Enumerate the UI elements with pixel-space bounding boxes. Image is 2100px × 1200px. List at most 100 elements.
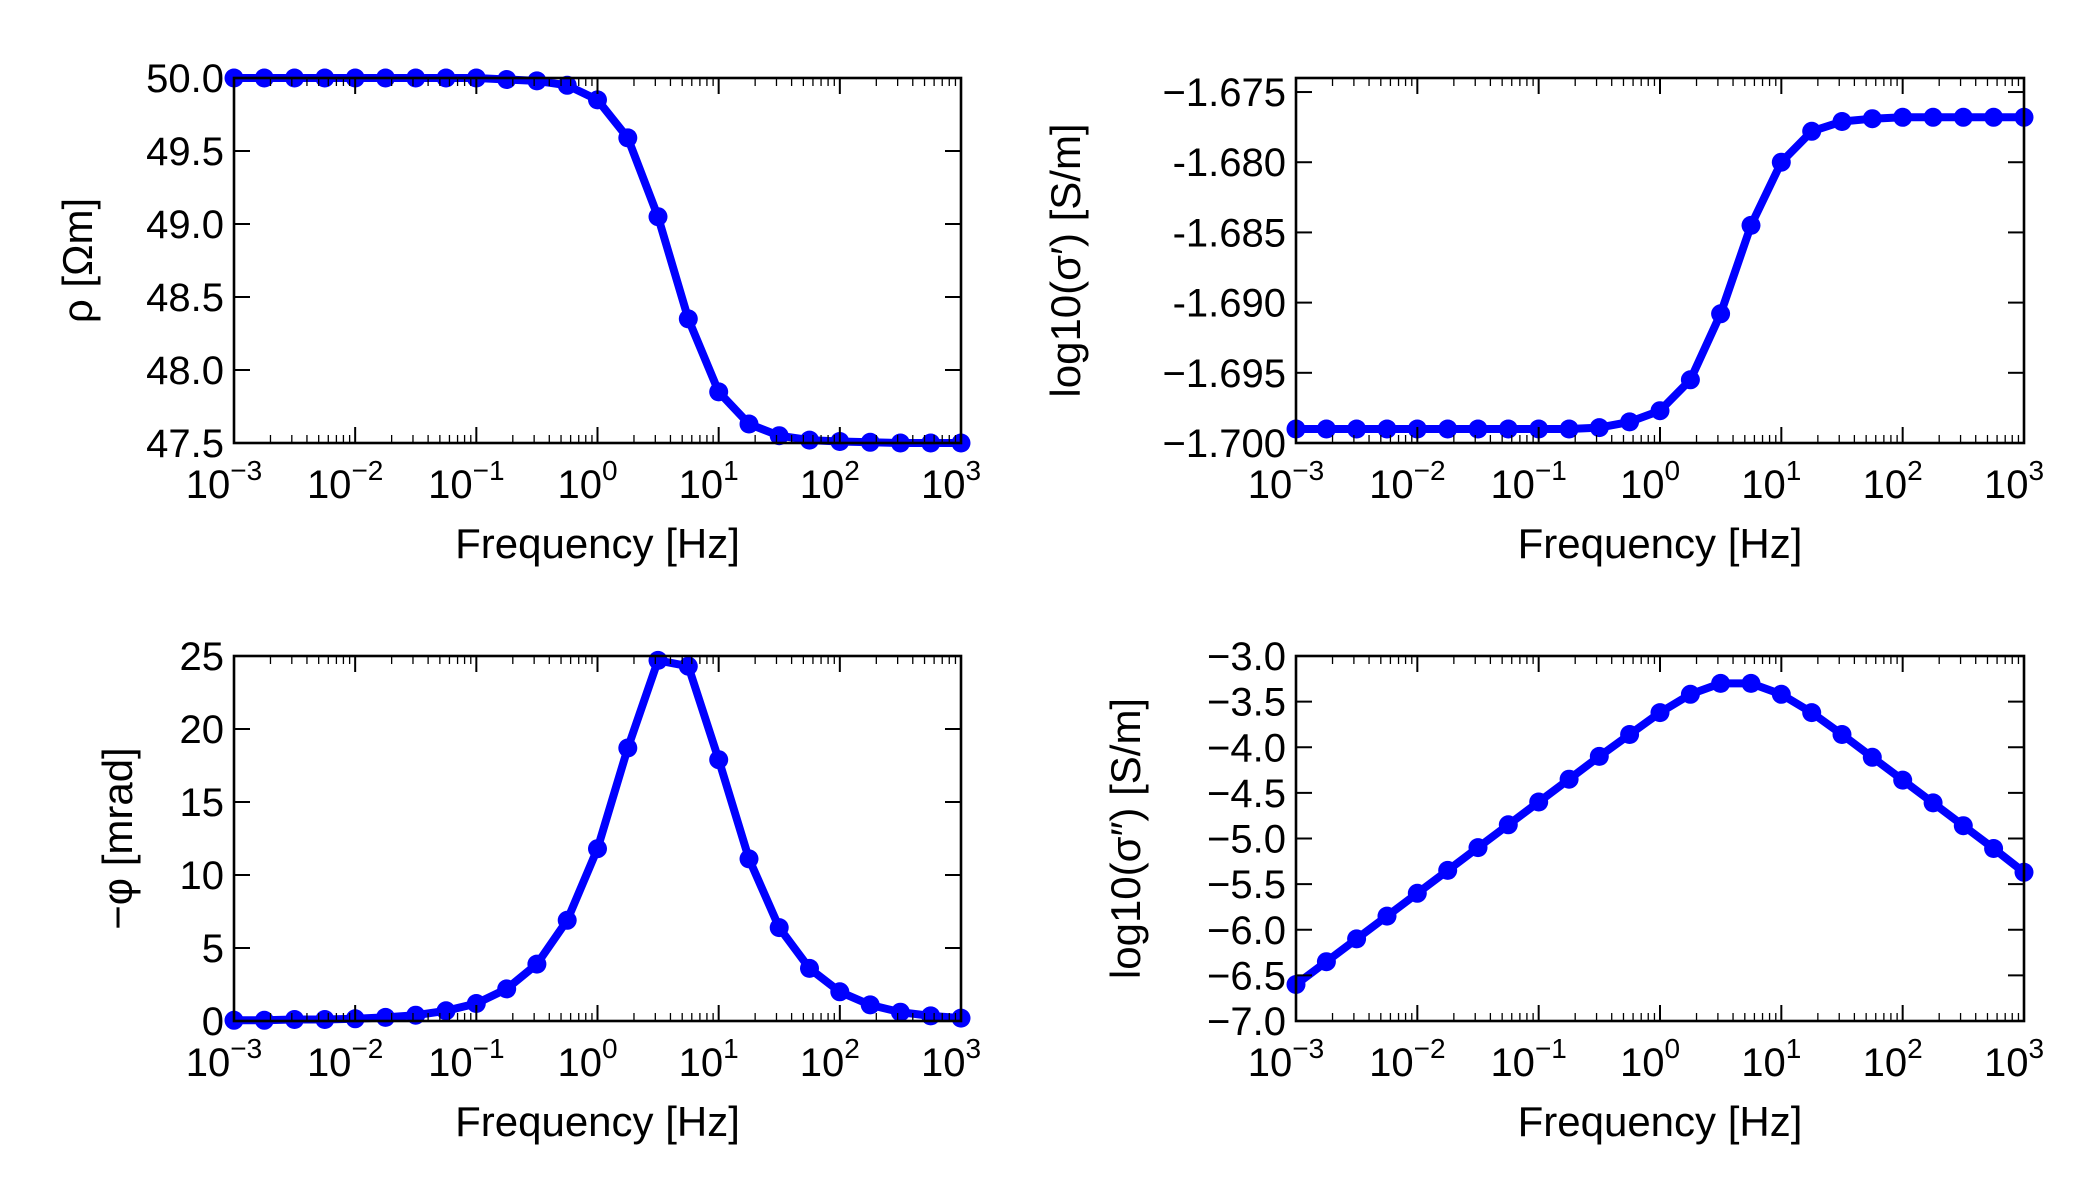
data-point (315, 1010, 335, 1029)
x-tick-label: 101 (679, 455, 739, 507)
x-tick-label: 102 (800, 455, 860, 507)
y-tick-label: 49.0 (146, 203, 224, 247)
x-tick-label: 101 (1741, 455, 1801, 507)
data-point (1771, 684, 1791, 704)
y-tick-label: 48.0 (146, 349, 224, 393)
data-point (1680, 370, 1700, 390)
data-point (1984, 839, 2004, 858)
x-tick-label: 101 (1741, 1033, 1801, 1085)
data-point (588, 90, 607, 110)
data-point (1438, 860, 1458, 880)
data-point (527, 71, 547, 91)
data-point (1559, 419, 1579, 439)
data-point (678, 309, 698, 329)
data-point (1438, 419, 1458, 439)
data-point (557, 910, 577, 930)
x-tick-label: 10−1 (428, 1033, 504, 1085)
y-tick-label: 49.5 (146, 130, 224, 174)
x-tick-label: 10−2 (1369, 1033, 1445, 1085)
data-point (890, 1002, 910, 1022)
data-point (527, 954, 547, 974)
x-axis-label: Frequency [Hz] (1518, 1098, 1803, 1145)
y-tick-label: 5 (202, 927, 224, 971)
y-tick-label: −7.0 (1207, 1000, 1286, 1044)
data-point (1862, 747, 1882, 767)
data-point (860, 995, 880, 1015)
data-point (800, 430, 819, 450)
y-tick-label: −3.5 (1207, 681, 1286, 725)
x-tick-label: 10−2 (307, 1033, 383, 1085)
data-point (1741, 673, 1761, 693)
data-point (1893, 107, 1913, 127)
data-point (1923, 793, 1943, 813)
data-point (1468, 419, 1488, 439)
x-tick-label: 100 (1620, 455, 1680, 507)
x-tick-label: 102 (1863, 1033, 1923, 1085)
data-point (1407, 883, 1427, 903)
data-point (1377, 419, 1397, 439)
x-tick-label: 10−1 (1490, 455, 1566, 507)
x-tick-label: 10−1 (1490, 1033, 1566, 1085)
series-line (230, 74, 965, 447)
y-tick-label: -1.680 (1173, 141, 1286, 185)
y-tick-label: 48.5 (146, 276, 224, 320)
y-tick-label: -1.685 (1173, 211, 1286, 255)
y-axis-label: ρ [Ωm] (54, 198, 101, 323)
data-point (1316, 952, 1336, 972)
data-point (1711, 304, 1731, 324)
data-point (497, 70, 517, 89)
series-line (1292, 113, 2028, 433)
data-point (1741, 215, 1761, 235)
chart-panel-3: 10−3 10−2 10−1 100 101 102 103 0 5 10 15 20 25 Freque… (94, 635, 981, 1145)
data-point (1923, 107, 1943, 127)
y-tick-label: 0 (202, 1000, 224, 1044)
data-point (1711, 673, 1731, 693)
data-point (648, 650, 668, 670)
x-tick-label: 10−1 (428, 455, 504, 507)
data-point (1984, 107, 2004, 127)
data-point (1771, 152, 1791, 172)
data-point (678, 656, 698, 676)
y-tick-label: 25 (180, 635, 225, 679)
data-point (1893, 770, 1913, 790)
data-point (1498, 419, 1518, 439)
data-point (1377, 906, 1397, 926)
x-tick-label: 10−3 (186, 1033, 262, 1085)
data-point (1802, 703, 1822, 723)
x-tick-label: 103 (921, 1033, 981, 1085)
data-point (618, 128, 638, 148)
x-tick-label: 101 (679, 1033, 739, 1085)
data-point (436, 1001, 456, 1021)
chart-panel-2: 10−3 10−2 10−1 100 101 102 103−1.700−1.695-1.6… (1042, 71, 2044, 567)
y-tick-label: 47.5 (146, 422, 224, 466)
y-tick-label: −3.0 (1207, 635, 1286, 679)
data-point (1347, 929, 1367, 949)
data-point (1589, 746, 1609, 766)
data-point (1953, 107, 1973, 127)
x-tick-label: 103 (1984, 455, 2044, 507)
y-tick-label: −5.0 (1207, 818, 1286, 862)
x-axis-label: Frequency [Hz] (455, 1098, 740, 1145)
x-tick-label: 10−2 (1369, 455, 1445, 507)
data-point (1680, 684, 1700, 704)
y-tick-label: −6.0 (1207, 909, 1286, 953)
data-point (1316, 419, 1336, 439)
data-point (830, 982, 850, 1002)
data-point (588, 839, 607, 859)
chart-panel-1: 10−3 10−2 10−1 100 101 102 10347.548.048.549.0… (54, 57, 981, 567)
data-point (739, 414, 759, 434)
y-tick-label: −1.700 (1163, 422, 1286, 466)
data-point (1650, 401, 1670, 421)
data-point (1529, 792, 1549, 812)
y-tick-label: −4.5 (1207, 772, 1286, 816)
y-tick-label: -1.690 (1173, 282, 1286, 326)
y-tick-label: 20 (180, 708, 225, 752)
data-point (1953, 816, 1973, 836)
x-tick-label: 100 (557, 1033, 617, 1085)
plot-frame (232, 76, 963, 445)
x-tick-label: 103 (921, 455, 981, 507)
data-point (1559, 769, 1579, 789)
data-point (466, 994, 486, 1013)
data-point (1498, 815, 1518, 835)
data-point (1862, 109, 1882, 129)
